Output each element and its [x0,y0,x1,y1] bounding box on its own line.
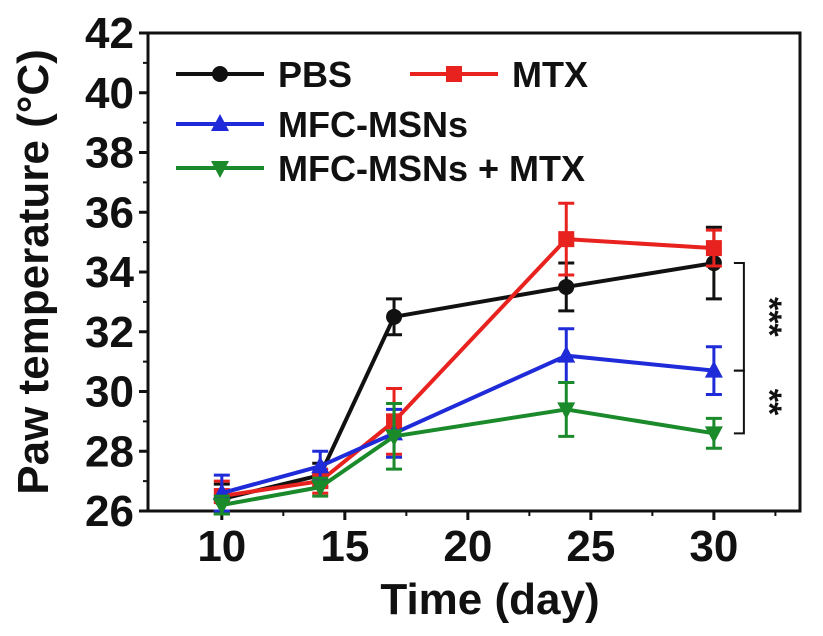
axes: 26 28 30 32 34 36 38 40 42 10 15 20 25 30 [85,9,802,571]
series-pbs [213,225,722,516]
data-point [311,480,330,498]
y-tick-label: 28 [85,427,134,476]
significance-bracket: *** [733,262,788,372]
series-line [221,237,715,499]
legend-label: MFC-MSNs + MTX [278,148,585,189]
bracket-line [733,262,745,372]
plot-frame [146,31,802,513]
x-tick-label: 20 [443,522,492,571]
y-tick-label: 36 [85,188,134,237]
y-tick-label: 42 [85,9,134,58]
data-point [212,498,231,516]
significance-label: ** [750,389,788,416]
legend-marker [212,66,228,82]
series-mtx [213,201,722,513]
legend-entry: MFC-MSNs [176,104,468,145]
legend-marker [446,66,462,82]
data-point [558,278,575,295]
legend-entry: MFC-MSNs + MTX [176,148,585,189]
data-point [705,240,722,257]
y-tick-label: 32 [85,308,134,357]
data-point [557,402,576,420]
y-tick-label: 34 [85,248,134,297]
x-tick-label: 30 [689,522,738,571]
data-point [704,426,723,444]
data-point [558,231,575,248]
significance-bracket: ** [733,369,788,435]
x-tick-label: 15 [320,522,369,571]
series-layer [212,201,723,516]
y-axis-title: Paw temperature (°C) [9,49,58,494]
legend-label: PBS [278,54,352,95]
bracket-line [733,369,745,435]
legend-marker [211,161,229,178]
series-line [221,261,715,501]
significance-annotations: ***** [733,262,788,435]
data-point [386,308,403,325]
y-tick-label: 26 [85,487,134,536]
series-mfc-msns-mtx [212,381,723,516]
y-tick-label: 40 [85,69,134,118]
x-axis-title: Time (day) [380,575,599,624]
x-tick-label: 25 [566,522,615,571]
data-point [557,345,576,363]
y-tick-label: 38 [85,129,134,178]
significance-label: *** [750,297,788,337]
data-point [385,429,404,447]
legend-marker [211,114,229,131]
y-tick-label: 30 [85,368,134,417]
legend-label: MTX [512,54,588,95]
series-line [221,407,715,507]
x-tick-label: 10 [197,522,246,571]
data-point [311,456,330,474]
legend-entry: PBS [176,54,352,95]
legend-entry: MTX [410,54,588,95]
legend-label: MFC-MSNs [278,104,468,145]
data-point [704,360,723,378]
